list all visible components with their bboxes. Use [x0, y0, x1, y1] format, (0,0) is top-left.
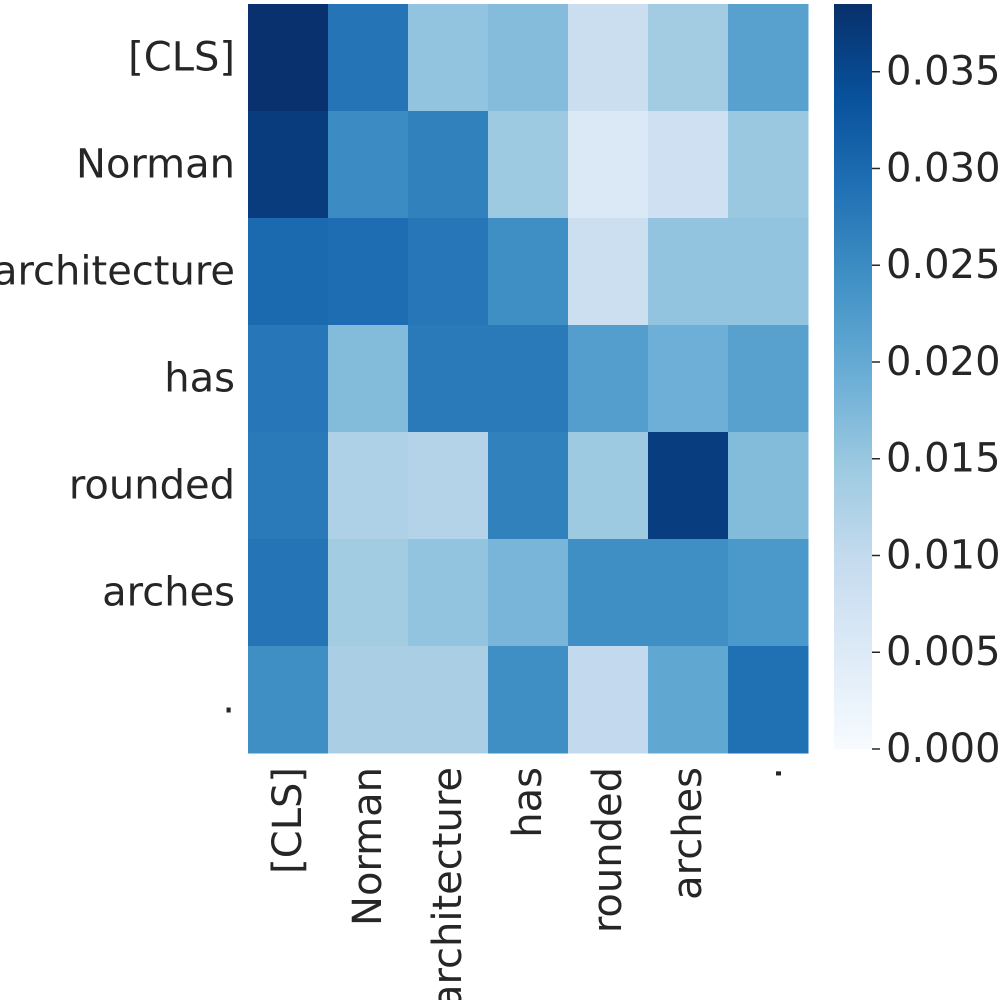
heatmap-cell: [648, 111, 729, 219]
heatmap-cell: [488, 325, 569, 433]
heatmap-cell: [328, 111, 409, 219]
heatmap-cell: [648, 4, 729, 112]
heatmap-cell: [408, 111, 489, 219]
heatmap-cell: [568, 4, 649, 112]
y-tick-label: architecture: [0, 249, 235, 295]
y-tick-label: .: [222, 677, 235, 723]
colorbar-ticks: 0.000 0.005 0.010 0.015 0.020 0.025 0.030 0.035: [872, 49, 1000, 772]
colorbar-tick-label: 0.015: [886, 436, 1000, 482]
heatmap-cell: [648, 539, 729, 647]
y-axis-tick-labels: [CLS] Norman architecture has rounded arches.: [0, 35, 235, 723]
x-tick-label: rounded: [585, 767, 631, 933]
heatmap-cell: [248, 432, 329, 540]
heatmap-cell: [328, 432, 409, 540]
colorbar-tick-label: 0.025: [886, 242, 1000, 288]
colorbar-tick-label: 0.035: [886, 49, 1000, 95]
heatmap-cell: [568, 539, 649, 647]
heatmap-cell: [248, 218, 329, 326]
x-tick-label: Norman: [345, 767, 391, 926]
y-tick-label: arches: [102, 570, 235, 616]
heatmap-cell: [488, 111, 569, 219]
heatmap-cell: [488, 4, 569, 112]
heatmap-cell: [328, 4, 409, 112]
heatmap-cell: [728, 432, 809, 540]
heatmap-cell: [648, 432, 729, 540]
heatmap-cell: [328, 646, 409, 754]
heatmap-cell: [328, 218, 409, 326]
heatmap-cell: [648, 325, 729, 433]
x-tick-label: [CLS]: [265, 767, 311, 874]
heatmap-cell: [728, 4, 809, 112]
x-tick-label: has: [505, 767, 551, 838]
heatmap-cell: [648, 646, 729, 754]
x-tick-label: architecture: [425, 767, 471, 1000]
heatmap-cell: [728, 539, 809, 647]
heatmap-cell: [648, 218, 729, 326]
heatmap-cell: [408, 325, 489, 433]
heatmap-cell: [408, 4, 489, 112]
heatmap-cell: [728, 646, 809, 754]
heatmap-cell: [728, 325, 809, 433]
heatmap-cell: [488, 432, 569, 540]
heatmap-cell: [568, 432, 649, 540]
colorbar-tick-label: 0.030: [886, 145, 1000, 191]
heatmap-cell: [488, 539, 569, 647]
heatmap-cell: [328, 539, 409, 647]
heatmap-cell: [568, 218, 649, 326]
x-tick-label: arches: [665, 767, 711, 900]
heatmap-cell: [248, 4, 329, 112]
heatmap-cell: [408, 218, 489, 326]
x-tick-label: .: [745, 767, 791, 780]
heatmap-cell: [248, 646, 329, 754]
heatmap-cell: [408, 646, 489, 754]
heatmap-cell: [248, 111, 329, 219]
heatmap-cell: [248, 539, 329, 647]
heatmap-cell: [488, 646, 569, 754]
heatmap-cell: [248, 325, 329, 433]
colorbar-tick-label: 0.000: [886, 726, 1000, 772]
heatmap-cell: [328, 325, 409, 433]
heatmap-cell: [568, 646, 649, 754]
colorbar-gradient: [834, 4, 872, 749]
y-tick-label: Norman: [76, 142, 235, 188]
colorbar: 0.000 0.005 0.010 0.015 0.020 0.025 0.030 0.035: [834, 4, 1000, 772]
heatmap-cell: [408, 432, 489, 540]
colorbar-tick-label: 0.020: [886, 339, 1000, 385]
heatmap-cell: [728, 111, 809, 219]
x-axis-tick-labels: [CLS] Norman architecture has rounded arches.: [265, 767, 791, 1000]
colorbar-tick-label: 0.005: [886, 629, 1000, 675]
heatmap-cell: [408, 539, 489, 647]
colorbar-tick-label: 0.010: [886, 532, 1000, 578]
heatmap-cell: [488, 218, 569, 326]
heatmap-cell: [568, 325, 649, 433]
heatmap-cell: [568, 111, 649, 219]
y-tick-label: rounded: [69, 463, 235, 509]
heatmap-cells: [248, 4, 809, 754]
heatmap-cell: [728, 218, 809, 326]
y-tick-label: [CLS]: [128, 35, 235, 81]
y-tick-label: has: [164, 356, 235, 402]
